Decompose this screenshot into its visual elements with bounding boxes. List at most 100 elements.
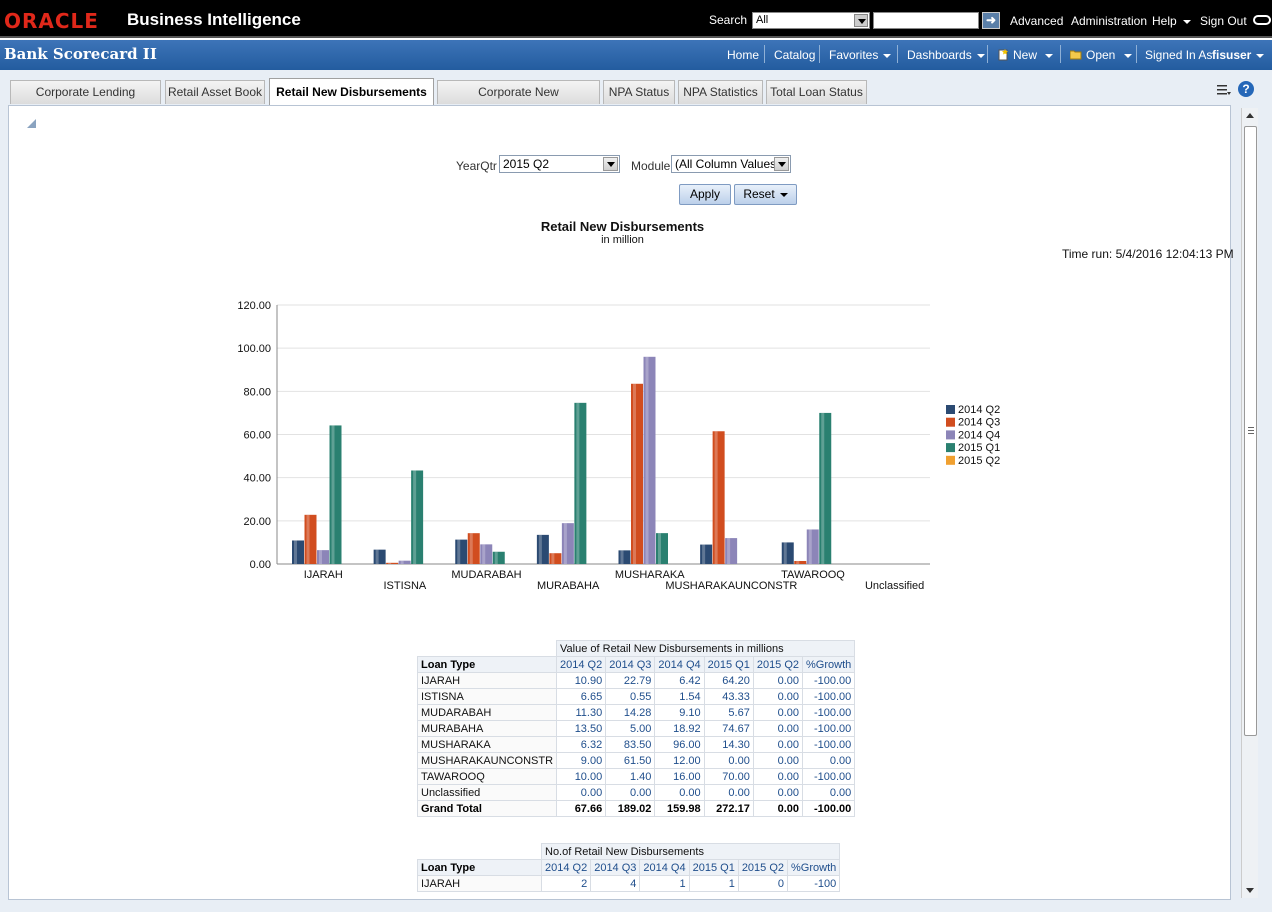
vertical-scrollbar[interactable]	[1241, 108, 1258, 898]
tab-corporate-new-disbursements[interactable]: Corporate New Disbursements	[437, 80, 600, 121]
table-cell[interactable]: 13.50	[556, 720, 607, 737]
chevron-down-icon[interactable]	[603, 157, 618, 171]
table-cell[interactable]: 0.00	[703, 752, 754, 769]
table-cell[interactable]: 0	[737, 875, 789, 892]
table-corner	[418, 641, 557, 657]
table-cell[interactable]: 12.00	[654, 752, 705, 769]
table-cell[interactable]: 18.92	[654, 720, 705, 737]
scroll-up-icon[interactable]	[1246, 113, 1254, 118]
search-go-arrow-icon[interactable]: ➜	[982, 12, 1000, 29]
table-cell[interactable]: -100.00	[802, 736, 856, 753]
table-cell[interactable]: 11.30	[556, 704, 607, 721]
table-cell[interactable]: 9.10	[654, 704, 705, 721]
scroll-down-icon[interactable]	[1246, 888, 1254, 893]
table-cell[interactable]: -100.00	[802, 688, 856, 705]
table-cell[interactable]: 61.50	[605, 752, 656, 769]
dashboards-menu[interactable]: Dashboards	[907, 48, 985, 62]
table-cell[interactable]: 6.42	[654, 672, 705, 689]
table-row: MUDARABAH 11.30 14.28 9.10 5.67 0.00 -100.00	[416, 704, 856, 721]
table-cell[interactable]: 9.00	[556, 752, 607, 769]
table-cell[interactable]: 0.00	[802, 752, 856, 769]
table-cell[interactable]: -100.00	[802, 768, 856, 785]
table-cell[interactable]: 83.50	[605, 736, 656, 753]
table-cell[interactable]: 96.00	[654, 736, 705, 753]
table-cell[interactable]: -100.00	[802, 672, 856, 689]
row-header: Loan Type	[416, 656, 558, 673]
column-header: 2014 Q2	[540, 859, 592, 876]
table-row: MURABAHA 13.50 5.00 18.92 74.67 0.00 -100.00	[416, 720, 856, 737]
table-cell[interactable]: 1.54	[654, 688, 705, 705]
chevron-down-icon[interactable]	[774, 157, 789, 171]
table-cell[interactable]: 1.40	[605, 768, 656, 785]
table-cell[interactable]: 74.67	[703, 720, 754, 737]
nav-separator	[1060, 45, 1061, 63]
table-cell[interactable]: 22.79	[605, 672, 656, 689]
table-cell[interactable]: 14.28	[605, 704, 656, 721]
tab-npa-status[interactable]: NPA Status	[603, 80, 675, 104]
table-cell[interactable]: 0.00	[752, 736, 804, 753]
table-cell[interactable]: 0.00	[654, 784, 705, 801]
module-select[interactable]: (All Column Values)	[671, 155, 791, 173]
table-cell[interactable]: 5.00	[605, 720, 656, 737]
table-cell[interactable]: 64.20	[703, 672, 754, 689]
tab-corporate-lending-statistics[interactable]: Corporate Lending Statistics	[10, 80, 161, 121]
reset-button[interactable]: Reset	[734, 184, 797, 205]
scrollbar-thumb[interactable]	[1244, 126, 1257, 736]
table-cell[interactable]: 1	[688, 875, 739, 892]
catalog-link[interactable]: Catalog	[774, 48, 816, 62]
table-cell[interactable]: 0.00	[703, 784, 754, 801]
table-cell[interactable]: 0.00	[752, 768, 804, 785]
table-cell[interactable]: 0.00	[752, 688, 804, 705]
yearqtr-value: 2015 Q2	[503, 157, 550, 171]
table-cell[interactable]: 0.00	[802, 784, 856, 801]
advanced-link[interactable]: Advanced	[1010, 14, 1064, 28]
table-cell[interactable]: 5.67	[703, 704, 754, 721]
table-cell[interactable]: 0.55	[605, 688, 656, 705]
table-cell[interactable]: -100.00	[802, 704, 856, 721]
search-scope-select[interactable]: All	[752, 12, 870, 29]
row-header: Loan Type	[417, 859, 542, 876]
table-cell[interactable]: 43.33	[703, 688, 754, 705]
table-cell[interactable]: 14.30	[703, 736, 754, 753]
tab-total-loan-status[interactable]: Total Loan Status	[766, 80, 867, 104]
sign-out-link[interactable]: Sign Out	[1200, 14, 1247, 28]
help-icon[interactable]: ?	[1238, 81, 1254, 97]
chevron-down-icon[interactable]	[854, 14, 868, 27]
table-cell[interactable]: 0.00	[752, 704, 804, 721]
table-cell[interactable]: 16.00	[654, 768, 705, 785]
collapse-section-icon[interactable]	[27, 119, 36, 128]
new-document-icon	[998, 49, 1008, 61]
home-link[interactable]: Home	[727, 48, 760, 62]
tab-npa-statistics[interactable]: NPA Statistics	[678, 80, 763, 104]
table-cell[interactable]: 0.00	[556, 784, 607, 801]
table-cell[interactable]: 4	[590, 875, 641, 892]
table-cell[interactable]: -100	[787, 875, 841, 892]
new-menu[interactable]: New	[997, 48, 1053, 62]
tab-retail-new-disbursements[interactable]: Retail New Disbursements	[269, 78, 434, 105]
table-cell[interactable]: 0.00	[752, 752, 804, 769]
open-menu[interactable]: Open	[1070, 48, 1132, 62]
user-menu[interactable]: fisuser	[1212, 48, 1264, 62]
administration-link[interactable]: Administration	[1071, 14, 1148, 28]
table-cell[interactable]: 2	[540, 875, 592, 892]
sign-out-icon[interactable]	[1253, 15, 1271, 25]
page-options-icon[interactable]	[1216, 83, 1232, 97]
table-cell[interactable]: 6.65	[556, 688, 607, 705]
yearqtr-select[interactable]: 2015 Q2	[499, 155, 620, 173]
search-input[interactable]	[873, 12, 979, 29]
table-cell[interactable]: 10.00	[556, 768, 607, 785]
module-label: Module	[631, 159, 671, 173]
table-cell[interactable]: 0.00	[605, 784, 656, 801]
table-cell[interactable]: 0.00	[752, 784, 804, 801]
table-cell[interactable]: 6.32	[556, 736, 607, 753]
help-menu[interactable]: Help	[1152, 14, 1191, 28]
tab-retail-asset-book[interactable]: Retail Asset Book	[165, 80, 265, 104]
favorites-menu[interactable]: Favorites	[829, 48, 891, 62]
table-cell[interactable]: 0.00	[752, 672, 804, 689]
apply-button[interactable]: Apply	[679, 184, 731, 205]
table-cell[interactable]: 0.00	[752, 720, 804, 737]
table-cell[interactable]: 1	[639, 875, 690, 892]
table-cell[interactable]: -100.00	[802, 720, 856, 737]
table-cell[interactable]: 10.90	[556, 672, 607, 689]
table-cell[interactable]: 70.00	[703, 768, 754, 785]
